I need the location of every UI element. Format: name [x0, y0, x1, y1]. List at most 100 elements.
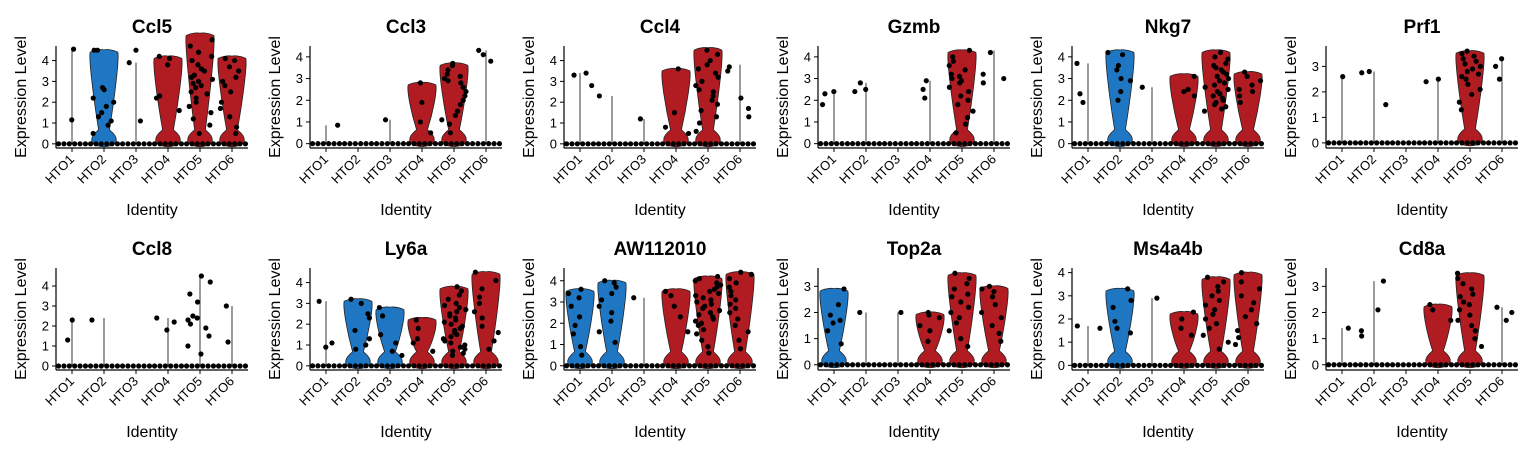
- data-point: [852, 88, 858, 95]
- y-tick-label: 2: [1312, 305, 1319, 320]
- data-point: [1496, 140, 1502, 146]
- y-tick-label: 4: [550, 273, 557, 288]
- data-point: [1184, 141, 1190, 147]
- data-point: [596, 93, 602, 99]
- data-point: [445, 67, 451, 73]
- data-point: [1512, 140, 1519, 146]
- data-point: [1210, 93, 1216, 99]
- data-point: [1462, 61, 1468, 67]
- data-point: [1470, 362, 1476, 368]
- data-point: [685, 130, 692, 137]
- data-point: [1231, 141, 1238, 147]
- data-point: [662, 124, 669, 130]
- data-point: [835, 302, 842, 308]
- data-point: [649, 141, 655, 147]
- x-tick-label: HTO3: [1122, 152, 1157, 187]
- x-tick-label: HTO3: [868, 152, 903, 187]
- data-point: [956, 73, 963, 79]
- data-point: [1220, 279, 1227, 285]
- data-point: [675, 66, 681, 72]
- data-point: [1374, 362, 1380, 368]
- data-point: [871, 141, 877, 147]
- data-point: [565, 290, 572, 297]
- data-point: [1167, 141, 1174, 147]
- data-point: [998, 315, 1004, 321]
- data-point: [1135, 362, 1142, 368]
- data-point: [1470, 291, 1476, 297]
- data-point: [697, 141, 703, 147]
- data-point: [936, 315, 942, 321]
- data-point: [696, 87, 702, 93]
- data-point: [1499, 56, 1505, 62]
- data-point: [972, 362, 979, 368]
- panel-title: Top2a: [887, 239, 942, 260]
- data-point: [955, 101, 961, 108]
- data-point: [441, 319, 447, 325]
- x-tick-label: HTO5: [424, 374, 459, 409]
- data-point: [572, 322, 578, 328]
- data-point: [1074, 323, 1080, 329]
- data-point: [710, 316, 716, 322]
- data-point: [1465, 81, 1471, 87]
- data-point: [1384, 140, 1391, 146]
- data-point: [685, 329, 691, 335]
- data-point: [700, 327, 707, 333]
- y-tick-label: 4: [1058, 265, 1065, 280]
- y-tick-label: 2: [1312, 84, 1319, 99]
- data-point: [459, 363, 465, 369]
- data-point: [1167, 362, 1174, 368]
- data-point: [1235, 327, 1241, 334]
- y-axis-label: Expression Level: [267, 36, 284, 158]
- x-tick-label: HTO6: [964, 152, 999, 187]
- data-point: [154, 315, 160, 321]
- y-tick-label: 3: [42, 299, 49, 314]
- x-tick-label: HTO4: [1408, 374, 1443, 409]
- data-point: [471, 309, 478, 315]
- data-point: [400, 363, 407, 369]
- data-point: [1093, 141, 1099, 147]
- x-tick-label: HTO2: [582, 374, 617, 409]
- data-point: [226, 64, 233, 70]
- x-tick-label: HTO3: [1122, 374, 1157, 409]
- data-point: [1475, 140, 1481, 146]
- data-point: [983, 362, 989, 368]
- data-point: [1080, 99, 1086, 106]
- data-point: [574, 363, 580, 369]
- data-point: [207, 122, 213, 128]
- x-tick-label: HTO6: [1472, 152, 1507, 187]
- data-point: [1459, 51, 1465, 57]
- x-tick-label: HTO3: [1376, 152, 1411, 187]
- data-point: [232, 141, 238, 147]
- data-point: [1112, 318, 1118, 324]
- data-point: [1256, 286, 1263, 292]
- data-point: [578, 286, 584, 292]
- data-point: [1077, 91, 1083, 97]
- data-point: [711, 286, 718, 292]
- data-point: [1472, 328, 1478, 334]
- data-point: [637, 116, 644, 122]
- data-point: [449, 62, 456, 69]
- data-point: [348, 296, 354, 302]
- data-point: [209, 37, 215, 43]
- y-tick-label: 3: [550, 74, 557, 89]
- data-point: [363, 342, 369, 348]
- data-point: [454, 141, 460, 147]
- panel-prf1: Prf1 Expression Level Identity 0 1 2 3 HTO1HTO2…: [1283, 17, 1519, 219]
- data-point: [571, 72, 577, 78]
- data-point: [190, 313, 196, 319]
- data-point: [1212, 307, 1218, 313]
- data-point: [130, 363, 136, 369]
- data-point: [336, 363, 343, 369]
- x-tick-label: HTO4: [138, 152, 173, 187]
- data-point: [707, 57, 713, 64]
- data-point: [1342, 140, 1348, 146]
- data-point: [448, 340, 454, 346]
- data-point: [950, 58, 957, 64]
- violin-hto4: [1423, 303, 1453, 369]
- data-point: [460, 97, 466, 103]
- x-tick-label: HTO1: [804, 152, 839, 187]
- data-point: [452, 112, 458, 119]
- data-point: [841, 286, 847, 292]
